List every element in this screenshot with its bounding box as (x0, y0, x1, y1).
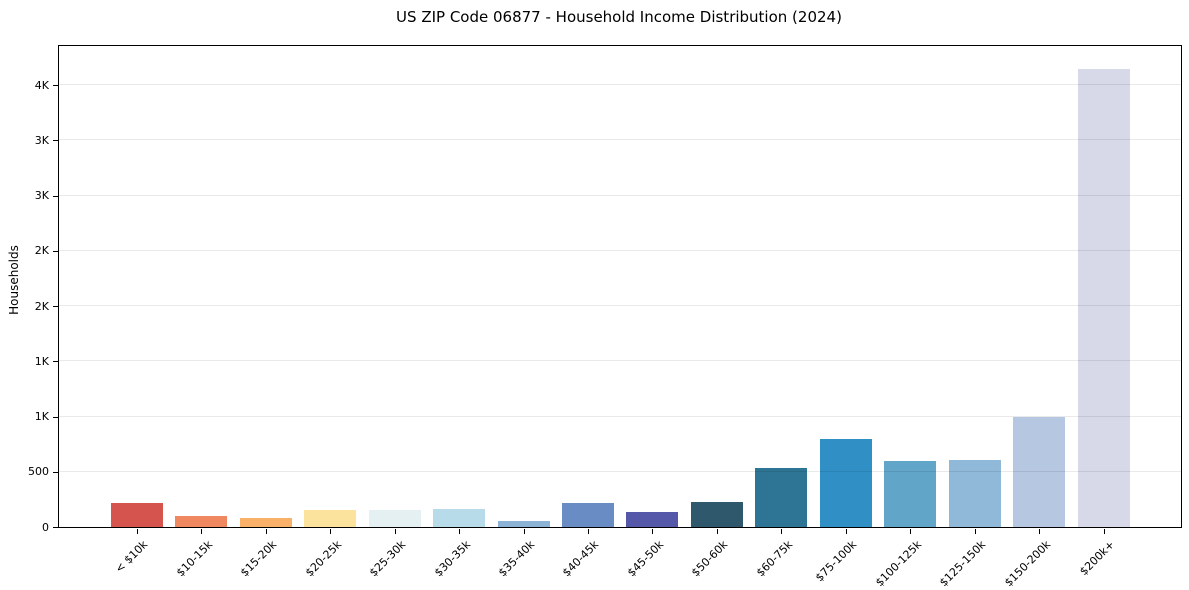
gridline (59, 470, 1181, 472)
x-tick-label: $125-150k (937, 538, 989, 590)
y-tick-mark (53, 306, 58, 308)
y-tick-mark (53, 140, 58, 142)
gridline (59, 249, 1181, 251)
bar (948, 459, 1001, 527)
bar (884, 460, 937, 527)
y-tick-label: 3K (34, 133, 49, 147)
x-tick-mark (136, 529, 138, 534)
bar (690, 501, 743, 527)
x-tick-label: $150-200k (1001, 538, 1053, 590)
x-tick-mark (394, 529, 396, 534)
x-tick-label: $20-25k (302, 538, 344, 580)
x-tick-mark (265, 529, 267, 534)
x-tick-mark (716, 529, 718, 534)
plot-area (58, 45, 1182, 528)
gridline (59, 194, 1181, 196)
bar (497, 521, 550, 527)
x-tick-mark (845, 529, 847, 534)
x-tick-label: $10-15k (173, 538, 215, 580)
y-tick-label: 500 (28, 465, 49, 479)
gridline (59, 139, 1181, 141)
x-tick-mark (652, 529, 654, 534)
x-tick-label: $50-60k (689, 538, 731, 580)
x-tick-mark (974, 529, 976, 534)
x-tick-label: < $10k (112, 538, 151, 576)
y-tick-mark (53, 471, 58, 473)
gridline (59, 360, 1181, 362)
y-tick-mark (53, 361, 58, 363)
y-tick-label: 2K (34, 244, 49, 258)
y-tick-label: 4K (34, 78, 49, 92)
bar (368, 510, 421, 527)
x-tick-label: $15-20k (238, 538, 280, 580)
bar (561, 503, 614, 527)
gridline (59, 305, 1181, 307)
bar (1077, 68, 1130, 527)
y-tick-label: 1K (34, 410, 49, 424)
x-tick-mark (781, 529, 783, 534)
x-tick-mark (587, 529, 589, 534)
x-tick-label: $35-40k (495, 538, 538, 580)
bar (1013, 416, 1066, 527)
x-tick-mark (1103, 529, 1105, 534)
y-tick-mark (53, 85, 58, 87)
y-tick-mark (53, 250, 58, 252)
x-tick-mark (910, 529, 912, 534)
x-tick-label: $60-75k (753, 538, 796, 580)
x-tick-label: $100-125k (872, 538, 925, 590)
x-tick-mark (523, 529, 525, 534)
bar (110, 503, 163, 527)
bar (755, 468, 808, 527)
y-tick-label: 3K (34, 189, 49, 203)
x-tick-label: $200k+ (1077, 538, 1118, 579)
y-tick-label: 1K (34, 354, 49, 368)
x-tick-label: $40-45k (560, 538, 602, 580)
bar (239, 517, 292, 527)
gridline (59, 415, 1181, 417)
y-tick-mark (53, 195, 58, 197)
y-tick-mark (53, 527, 58, 528)
x-tick-mark (330, 529, 332, 534)
x-tick-label: $75-100k (813, 538, 860, 585)
x-tick-label: $45-50k (624, 538, 667, 580)
y-tick-label: 0 (42, 520, 49, 534)
x-tick-mark (201, 529, 203, 534)
chart-title: US ZIP Code 06877 - Household Income Dis… (396, 8, 842, 26)
bar (304, 509, 357, 527)
x-tick-mark (1039, 529, 1041, 534)
x-tick-label: $30-35k (431, 538, 473, 580)
y-tick-label: 2K (34, 299, 49, 313)
gridline (59, 84, 1181, 86)
x-tick-label: $25-30k (367, 538, 409, 580)
bar (626, 511, 679, 527)
bar (175, 515, 228, 527)
bar (819, 439, 872, 527)
x-tick-mark (459, 529, 461, 534)
y-tick-mark (53, 416, 58, 418)
bar (433, 509, 486, 527)
